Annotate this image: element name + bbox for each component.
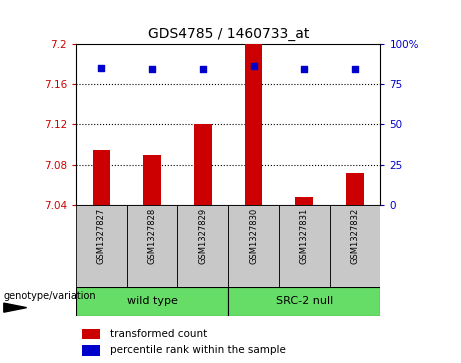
Bar: [82, 329, 100, 339]
Text: genotype/variation: genotype/variation: [4, 291, 96, 301]
Title: GDS4785 / 1460733_at: GDS4785 / 1460733_at: [148, 27, 309, 41]
Polygon shape: [4, 303, 27, 312]
Bar: [177, 205, 228, 287]
Bar: [93, 150, 110, 205]
Text: GSM1327827: GSM1327827: [97, 208, 106, 264]
Bar: [228, 205, 279, 287]
Text: GSM1327829: GSM1327829: [198, 208, 207, 264]
Bar: [76, 205, 127, 287]
Text: GSM1327828: GSM1327828: [148, 208, 157, 264]
Bar: [143, 155, 161, 205]
Bar: [194, 125, 212, 205]
Text: SRC-2 null: SRC-2 null: [276, 296, 333, 306]
Point: [351, 66, 359, 72]
Bar: [296, 197, 313, 205]
Bar: [76, 287, 228, 316]
Point: [148, 66, 156, 72]
Text: GSM1327831: GSM1327831: [300, 208, 309, 264]
Bar: [330, 205, 380, 287]
Text: GSM1327832: GSM1327832: [350, 208, 360, 264]
Bar: [82, 345, 100, 356]
Point: [98, 65, 105, 71]
Point: [250, 63, 257, 69]
Text: transformed count: transformed count: [110, 329, 207, 339]
Point: [301, 66, 308, 72]
Bar: [279, 205, 330, 287]
Text: percentile rank within the sample: percentile rank within the sample: [110, 345, 285, 355]
Bar: [127, 205, 177, 287]
Bar: [228, 287, 380, 316]
Text: GSM1327830: GSM1327830: [249, 208, 258, 264]
Bar: [346, 173, 364, 205]
Point: [199, 66, 207, 72]
Text: wild type: wild type: [127, 296, 177, 306]
Bar: [245, 44, 262, 205]
